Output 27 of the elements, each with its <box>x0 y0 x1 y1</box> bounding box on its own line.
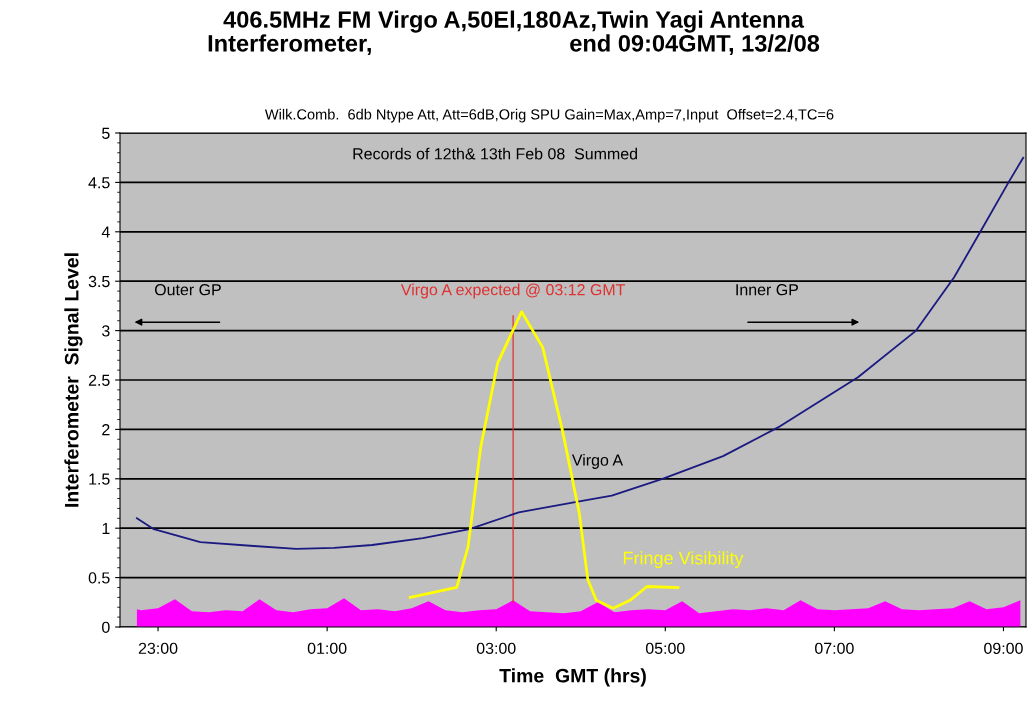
y-tick-label: 2 <box>102 424 110 436</box>
x-tick-label: 23:00 <box>138 642 178 655</box>
x-axis-title: Time GMT (hrs) <box>499 668 646 687</box>
annotation: Records of 12th& 13th Feb 08 Summed <box>353 147 638 160</box>
chart-subtitle: Wilk.Comb. 6db Ntype Att, Att=6dB,Orig SPU Gain=Max,Amp=7,Input Offset=2.4,TC=6 <box>264 108 834 123</box>
ref-line-label: Virgo A expected @ 03:12 GMT <box>400 283 626 299</box>
y-tick-label: 3.5 <box>88 275 110 288</box>
annotation: Outer GP <box>154 284 221 296</box>
y-tick-label: 1 <box>102 523 110 534</box>
chart-title: 406.5MHz FM Virgo A,50El,180Az,Twin Yagi Antenna Interferometer, end 09:04GMT, 13/2/08 <box>208 10 820 56</box>
x-tick-label: 09:00 <box>984 642 1023 655</box>
y-tick-label: 5 <box>102 127 110 139</box>
series-label: Fringe Visibility <box>623 551 744 569</box>
x-tick-label: 05:00 <box>645 642 685 655</box>
x-tick-label: 07:00 <box>815 642 854 655</box>
y-tick-label: 1.5 <box>89 473 110 485</box>
y-tick-label: 3 <box>102 325 110 337</box>
y-tick-label: 0 <box>102 621 110 633</box>
y-axis-title: Interferometer Signal Level <box>64 253 83 507</box>
annotation: Inner GP <box>736 284 798 296</box>
annotation: Virgo A <box>571 454 624 469</box>
x-tick-label: 01:00 <box>307 642 347 655</box>
y-tick-label: 2.5 <box>88 374 110 386</box>
y-tick-label: 4 <box>101 226 110 238</box>
y-tick-label: 0.5 <box>88 572 110 584</box>
y-tick-label: 4.5 <box>88 177 110 189</box>
x-tick-label: 03:00 <box>476 642 516 655</box>
